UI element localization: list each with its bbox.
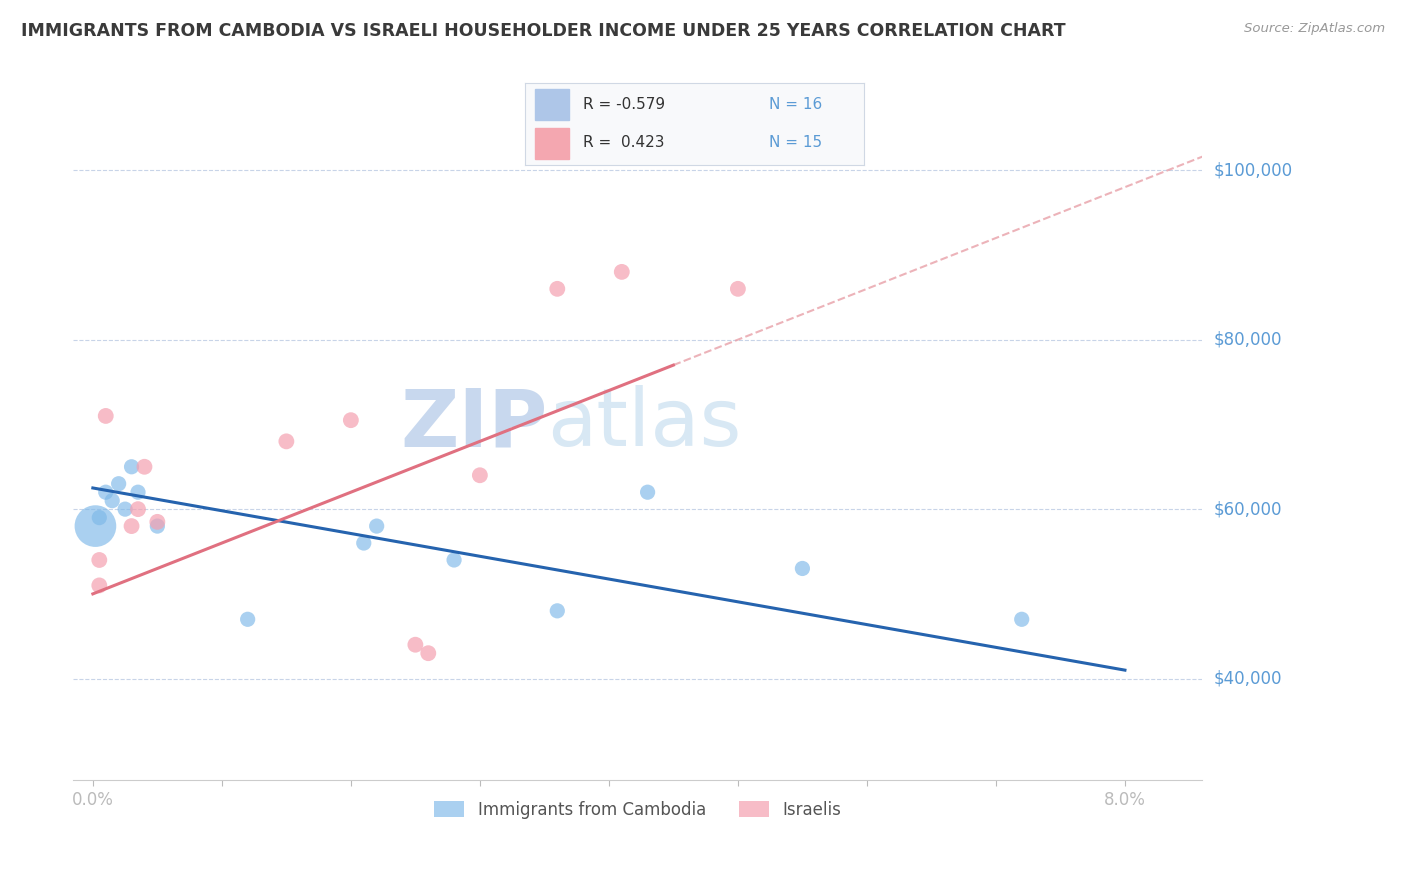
Point — [276, 434, 298, 449]
Point — [546, 604, 568, 618]
Point — [121, 459, 143, 474]
Point — [792, 561, 814, 575]
Point — [89, 578, 111, 592]
Point — [89, 510, 111, 524]
Point — [418, 646, 440, 660]
Text: ZIP: ZIP — [401, 385, 547, 464]
Text: $60,000: $60,000 — [1213, 500, 1282, 518]
Point — [134, 459, 156, 474]
Point — [353, 536, 375, 550]
Point — [84, 519, 107, 533]
Point — [443, 553, 465, 567]
Point — [637, 485, 659, 500]
Point — [121, 519, 143, 533]
Point — [146, 515, 169, 529]
Point — [107, 476, 129, 491]
Text: IMMIGRANTS FROM CAMBODIA VS ISRAELI HOUSEHOLDER INCOME UNDER 25 YEARS CORRELATIO: IMMIGRANTS FROM CAMBODIA VS ISRAELI HOUS… — [21, 22, 1066, 40]
Text: $40,000: $40,000 — [1213, 670, 1282, 688]
Point — [1011, 612, 1033, 626]
Point — [94, 409, 117, 423]
Point — [468, 468, 491, 483]
Point — [89, 553, 111, 567]
Point — [404, 638, 426, 652]
Point — [127, 485, 149, 500]
Point — [340, 413, 363, 427]
Legend: Immigrants from Cambodia, Israelis: Immigrants from Cambodia, Israelis — [427, 794, 848, 825]
Point — [94, 485, 117, 500]
Point — [114, 502, 136, 516]
Point — [101, 493, 124, 508]
Text: atlas: atlas — [547, 385, 742, 464]
Point — [236, 612, 259, 626]
Point — [610, 265, 633, 279]
Point — [727, 282, 749, 296]
Point — [146, 519, 169, 533]
Point — [366, 519, 388, 533]
Point — [546, 282, 568, 296]
Text: Source: ZipAtlas.com: Source: ZipAtlas.com — [1244, 22, 1385, 36]
Text: $80,000: $80,000 — [1213, 331, 1282, 349]
Text: $100,000: $100,000 — [1213, 161, 1292, 179]
Point — [127, 502, 149, 516]
